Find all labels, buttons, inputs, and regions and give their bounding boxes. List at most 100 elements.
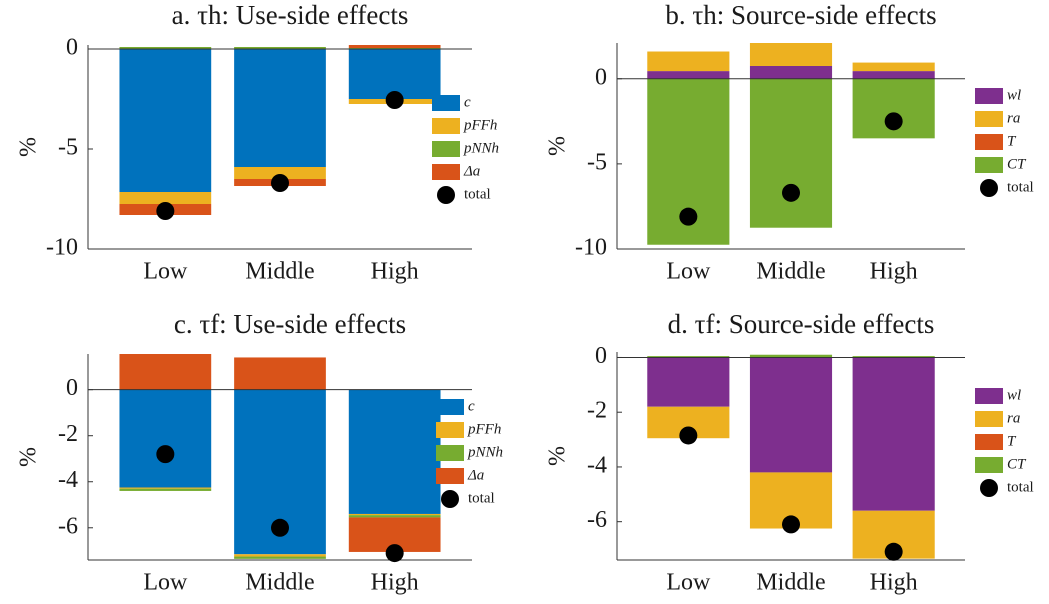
bar-segment — [234, 49, 326, 167]
legend-label: c — [468, 398, 475, 414]
legend-label: T — [1007, 133, 1017, 149]
y-tick-label: -2 — [587, 398, 607, 424]
total-dot — [782, 183, 800, 202]
legend-label: total — [468, 490, 495, 506]
legend-swatch — [432, 118, 460, 134]
legend-swatch — [436, 399, 464, 415]
bar-segment — [348, 389, 441, 514]
legend-label: wl — [1007, 387, 1021, 403]
x-tick-label: Middle — [245, 570, 314, 596]
bar-segment — [348, 45, 441, 48]
x-tick-label: High — [371, 259, 419, 285]
legend-marker — [980, 479, 998, 497]
legend-swatch — [436, 468, 464, 484]
legend-label: ra — [1007, 110, 1020, 126]
legend-marker — [437, 186, 455, 204]
bar-segment — [234, 47, 326, 49]
total-dot — [884, 542, 903, 561]
bar-segment — [647, 356, 730, 358]
x-tick-label: High — [870, 570, 918, 596]
legend-label: pFFh — [467, 421, 501, 437]
y-axis-label: % — [545, 446, 571, 466]
bar-segment — [119, 47, 212, 49]
y-tick-label: 0 — [66, 375, 78, 401]
bar-segment — [234, 357, 326, 390]
total-dot — [884, 112, 903, 131]
bar-segment — [119, 354, 212, 390]
bar-segment — [852, 62, 935, 72]
total-dot — [385, 544, 404, 563]
total-dot — [782, 515, 800, 534]
y-tick-label: -5 — [58, 135, 78, 161]
x-tick-label: Low — [666, 259, 711, 285]
bar-segment — [647, 71, 730, 79]
legend-label: Δa — [463, 163, 480, 179]
y-axis-label: % — [545, 136, 571, 156]
legend-label: c — [464, 94, 471, 110]
bar-segment — [119, 192, 212, 204]
legend-label: CT — [1007, 456, 1027, 472]
legend-label: wl — [1007, 87, 1021, 103]
bar-segment — [119, 487, 212, 489]
y-tick-label: -10 — [46, 235, 78, 261]
legend-swatch — [432, 95, 460, 111]
legend-marker — [980, 179, 998, 197]
total-dot — [156, 445, 175, 464]
legend-swatch — [432, 164, 460, 180]
bar-segment — [749, 354, 833, 358]
bar-segment — [852, 357, 935, 511]
y-tick-label: -2 — [58, 421, 78, 447]
bar-segment — [749, 357, 833, 473]
bar-segment — [119, 49, 212, 192]
bar-segment — [119, 488, 212, 491]
legend-swatch — [436, 445, 464, 461]
bar-segment — [749, 78, 833, 228]
bar-segment — [852, 356, 935, 358]
bar-segment — [749, 65, 833, 79]
x-tick-label: Middle — [245, 259, 314, 285]
y-tick-label: -10 — [575, 235, 607, 261]
total-dot — [271, 174, 289, 192]
chart-title: b. τh: Source-side effects — [665, 0, 936, 30]
legend-swatch — [975, 434, 1003, 450]
legend-swatch — [975, 134, 1003, 150]
bar-segment — [348, 49, 441, 99]
legend-swatch — [432, 141, 460, 157]
y-tick-label: -6 — [587, 507, 607, 533]
bar-segment — [119, 389, 212, 488]
legend-label: pNNh — [463, 140, 499, 156]
legend-marker — [441, 490, 459, 508]
x-tick-label: High — [870, 259, 918, 285]
y-axis-label: % — [16, 447, 42, 467]
chart-title: d. τf: Source-side effects — [668, 309, 935, 339]
total-dot — [271, 518, 289, 537]
y-tick-label: -6 — [58, 513, 78, 539]
legend-swatch — [975, 388, 1003, 404]
chart-title: a. τh: Use-side effects — [172, 0, 409, 30]
bar-segment — [647, 51, 730, 72]
bar-segment — [348, 515, 441, 518]
legend-label: total — [1007, 479, 1034, 495]
y-tick-label: -5 — [587, 149, 607, 175]
legend-swatch — [975, 411, 1003, 427]
bar-segment — [234, 556, 326, 559]
x-tick-label: Low — [143, 570, 188, 596]
y-tick-label: 0 — [595, 64, 607, 90]
legend-label: ra — [1007, 410, 1020, 426]
legend-label: CT — [1007, 156, 1027, 172]
y-tick-label: -4 — [587, 452, 607, 478]
x-tick-label: Low — [666, 570, 711, 596]
bar-segment — [348, 513, 441, 516]
x-tick-label: High — [371, 570, 419, 596]
bar-segment — [749, 43, 833, 66]
bar-segment — [852, 71, 935, 79]
x-tick-label: Middle — [756, 570, 825, 596]
bar-segment — [647, 357, 730, 407]
total-dot — [385, 91, 404, 109]
y-tick-label: 0 — [595, 343, 607, 369]
legend-swatch — [975, 157, 1003, 173]
x-tick-label: Middle — [756, 259, 825, 285]
total-dot — [679, 426, 698, 445]
legend-label: total — [1007, 179, 1034, 195]
